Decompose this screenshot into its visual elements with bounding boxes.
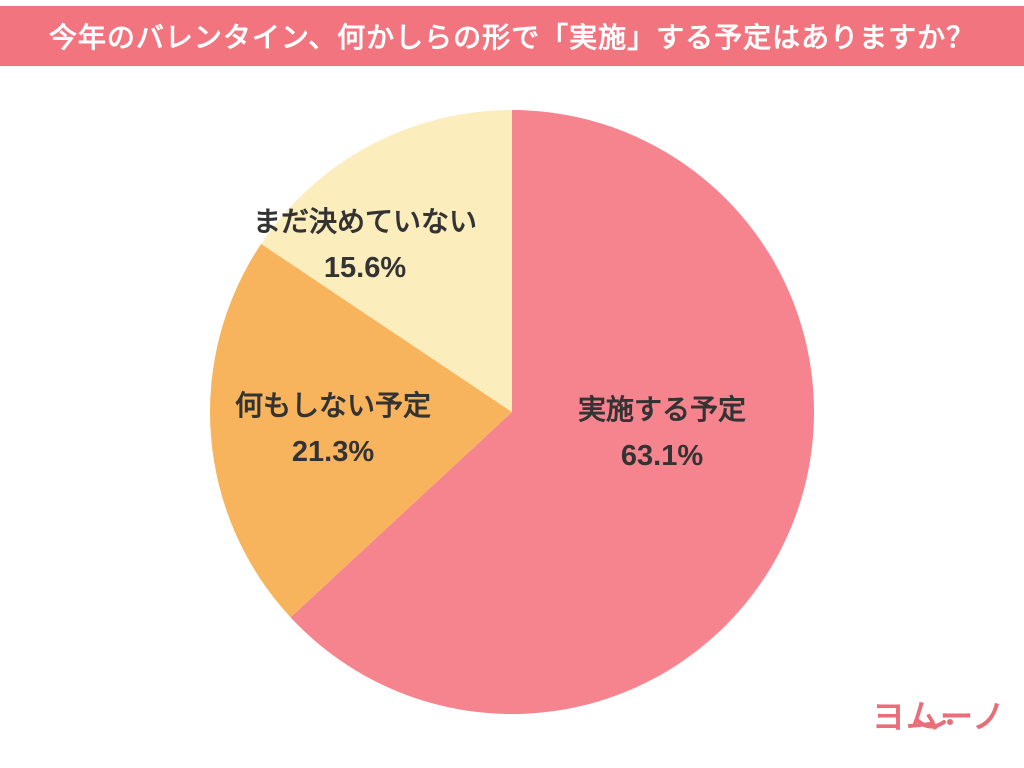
pie-slice-0	[290, 110, 814, 714]
pie-slice-1	[210, 243, 513, 618]
brand-logo: ヨムーノ	[872, 690, 1005, 740]
page-title: 今年のバレンタイン、何かしらの形で「実施」する予定はありますか？	[48, 22, 976, 53]
header-bar: 今年のバレンタイン、何かしらの形で「実施」する予定はありますか？	[0, 6, 1024, 66]
brand-logo-text: ヨムーノ	[872, 698, 1007, 735]
pie-slice-2	[261, 109, 512, 412]
